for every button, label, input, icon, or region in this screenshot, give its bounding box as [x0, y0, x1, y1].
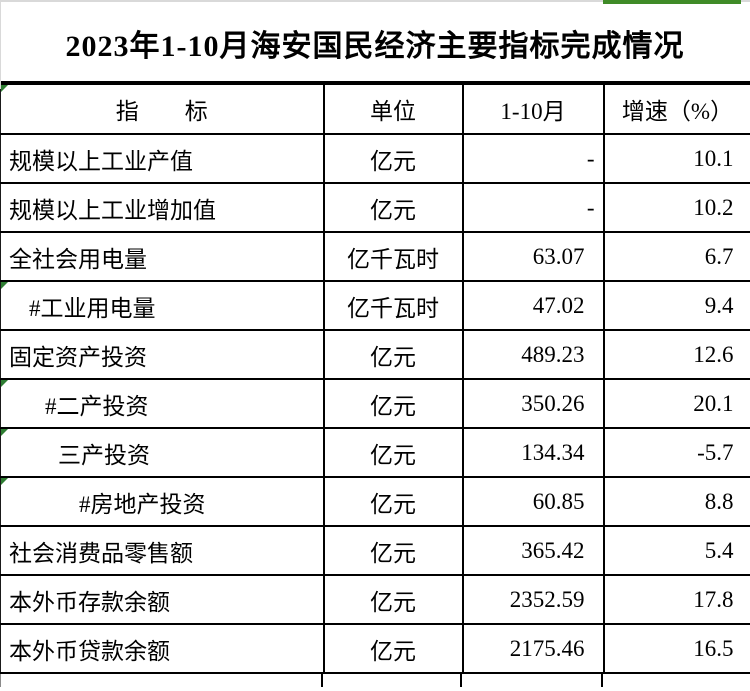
indicator-cell[interactable]: 规模以上工业增加值 — [0, 183, 325, 233]
table-row: #二产投资 亿元 350.26 20.1 — [0, 379, 750, 429]
column-header-period[interactable]: 1-10月 — [462, 85, 605, 135]
table-row: 三产投资 亿元 134.34 -5.7 — [0, 428, 750, 478]
table-row: #房地产投资 亿元 60.85 8.8 — [0, 477, 750, 527]
unit-cell[interactable]: 亿元 — [323, 379, 464, 429]
indicator-cell[interactable]: #房地产投资 — [0, 477, 325, 527]
indicator-label: #房地产投资 — [79, 491, 206, 517]
unit-cell[interactable]: 亿元 — [323, 330, 464, 380]
column-header-growth[interactable]: 增速（%） — [603, 85, 750, 135]
value-cell[interactable]: - — [462, 134, 605, 184]
header-row: 指 标 单位 1-10月 增速（%） — [0, 85, 750, 135]
value-cell[interactable]: 350.26 — [462, 379, 605, 429]
value-cell[interactable]: 489.23 — [462, 330, 605, 380]
value-cell[interactable]: 134.34 — [462, 428, 605, 478]
header-label: 1-10月 — [500, 99, 566, 124]
gridline — [741, 0, 750, 2]
indicator-label: #工业用电量 — [29, 295, 156, 321]
value-cell[interactable]: 2352.59 — [462, 575, 605, 625]
indicator-cell[interactable]: 三产投资 — [0, 428, 325, 478]
growth-cell[interactable]: -5.7 — [603, 428, 750, 478]
table-row: 社会消费品零售额 亿元 365.42 5.4 — [0, 526, 750, 576]
header-label: 指 标 — [115, 99, 208, 124]
green-cell-bar — [603, 0, 741, 4]
indicators-table: 指 标 单位 1-10月 增速（%） 规模以上工业产值 亿元 - 10.1 规模… — [0, 85, 750, 674]
cell-flag-triangle-icon — [1, 282, 8, 289]
unit-cell[interactable]: 亿元 — [323, 575, 464, 625]
value-cell[interactable]: 47.02 — [462, 281, 605, 331]
growth-cell[interactable]: 10.2 — [603, 183, 750, 233]
indicator-cell[interactable]: 规模以上工业产值 — [0, 134, 325, 184]
unit-cell[interactable]: 亿元 — [323, 526, 464, 576]
gridline — [601, 674, 603, 687]
growth-cell[interactable]: 12.6 — [603, 330, 750, 380]
indicator-label: 三产投资 — [58, 442, 150, 468]
unit-cell[interactable]: 亿元 — [323, 134, 464, 184]
growth-cell[interactable]: 20.1 — [603, 379, 750, 429]
indicator-cell[interactable]: #二产投资 — [0, 379, 325, 429]
indicator-cell[interactable]: 本外币存款余额 — [0, 575, 325, 625]
table-row: 规模以上工业产值 亿元 - 10.1 — [0, 134, 750, 184]
table-row: 固定资产投资 亿元 489.23 12.6 — [0, 330, 750, 380]
unit-cell[interactable]: 亿元 — [323, 183, 464, 233]
indicator-cell[interactable]: 社会消费品零售额 — [0, 526, 325, 576]
unit-cell[interactable]: 亿千瓦时 — [323, 281, 464, 331]
table-row: 规模以上工业增加值 亿元 - 10.2 — [0, 183, 750, 233]
table-row: #工业用电量 亿千瓦时 47.02 9.4 — [0, 281, 750, 331]
table-row: 全社会用电量 亿千瓦时 63.07 6.7 — [0, 232, 750, 282]
cell-flag-triangle-icon — [1, 85, 8, 92]
gridline — [0, 0, 1, 89]
unit-cell[interactable]: 亿元 — [323, 477, 464, 527]
cell-flag-triangle-icon — [1, 429, 8, 436]
gridline — [460, 674, 462, 687]
growth-cell[interactable]: 16.5 — [603, 624, 750, 674]
value-cell[interactable]: 2175.46 — [462, 624, 605, 674]
value-cell[interactable]: 63.07 — [462, 232, 605, 282]
header-label: 单位 — [370, 99, 416, 124]
indicator-cell[interactable]: 全社会用电量 — [0, 232, 325, 282]
column-header-indicator[interactable]: 指 标 — [0, 85, 325, 135]
unit-cell[interactable]: 亿元 — [323, 624, 464, 674]
table-row: 本外币存款余额 亿元 2352.59 17.8 — [0, 575, 750, 625]
gridline — [0, 0, 603, 2]
growth-cell[interactable]: 10.1 — [603, 134, 750, 184]
cell-flag-triangle-icon — [1, 478, 8, 485]
value-cell[interactable]: 365.42 — [462, 526, 605, 576]
header-label: 增速（%） — [621, 99, 734, 124]
gridline — [0, 674, 1, 687]
value-cell[interactable]: 60.85 — [462, 477, 605, 527]
growth-cell[interactable]: 5.4 — [603, 526, 750, 576]
indicator-cell[interactable]: 固定资产投资 — [0, 330, 325, 380]
gridline — [321, 674, 323, 687]
table-row: 本外币贷款余额 亿元 2175.46 16.5 — [0, 624, 750, 674]
value-cell[interactable]: - — [462, 183, 605, 233]
table-title[interactable]: 2023年1-10月海安国民经济主要指标完成情况 — [0, 0, 750, 85]
growth-cell[interactable]: 6.7 — [603, 232, 750, 282]
cell-flag-triangle-icon — [1, 380, 8, 387]
partial-row — [0, 674, 750, 687]
unit-cell[interactable]: 亿元 — [323, 428, 464, 478]
indicator-cell[interactable]: 本外币贷款余额 — [0, 624, 325, 674]
growth-cell[interactable]: 8.8 — [603, 477, 750, 527]
indicator-label: #二产投资 — [45, 393, 149, 419]
growth-cell[interactable]: 17.8 — [603, 575, 750, 625]
column-header-unit[interactable]: 单位 — [323, 85, 464, 135]
unit-cell[interactable]: 亿千瓦时 — [323, 232, 464, 282]
indicator-cell[interactable]: #工业用电量 — [0, 281, 325, 331]
growth-cell[interactable]: 9.4 — [603, 281, 750, 331]
